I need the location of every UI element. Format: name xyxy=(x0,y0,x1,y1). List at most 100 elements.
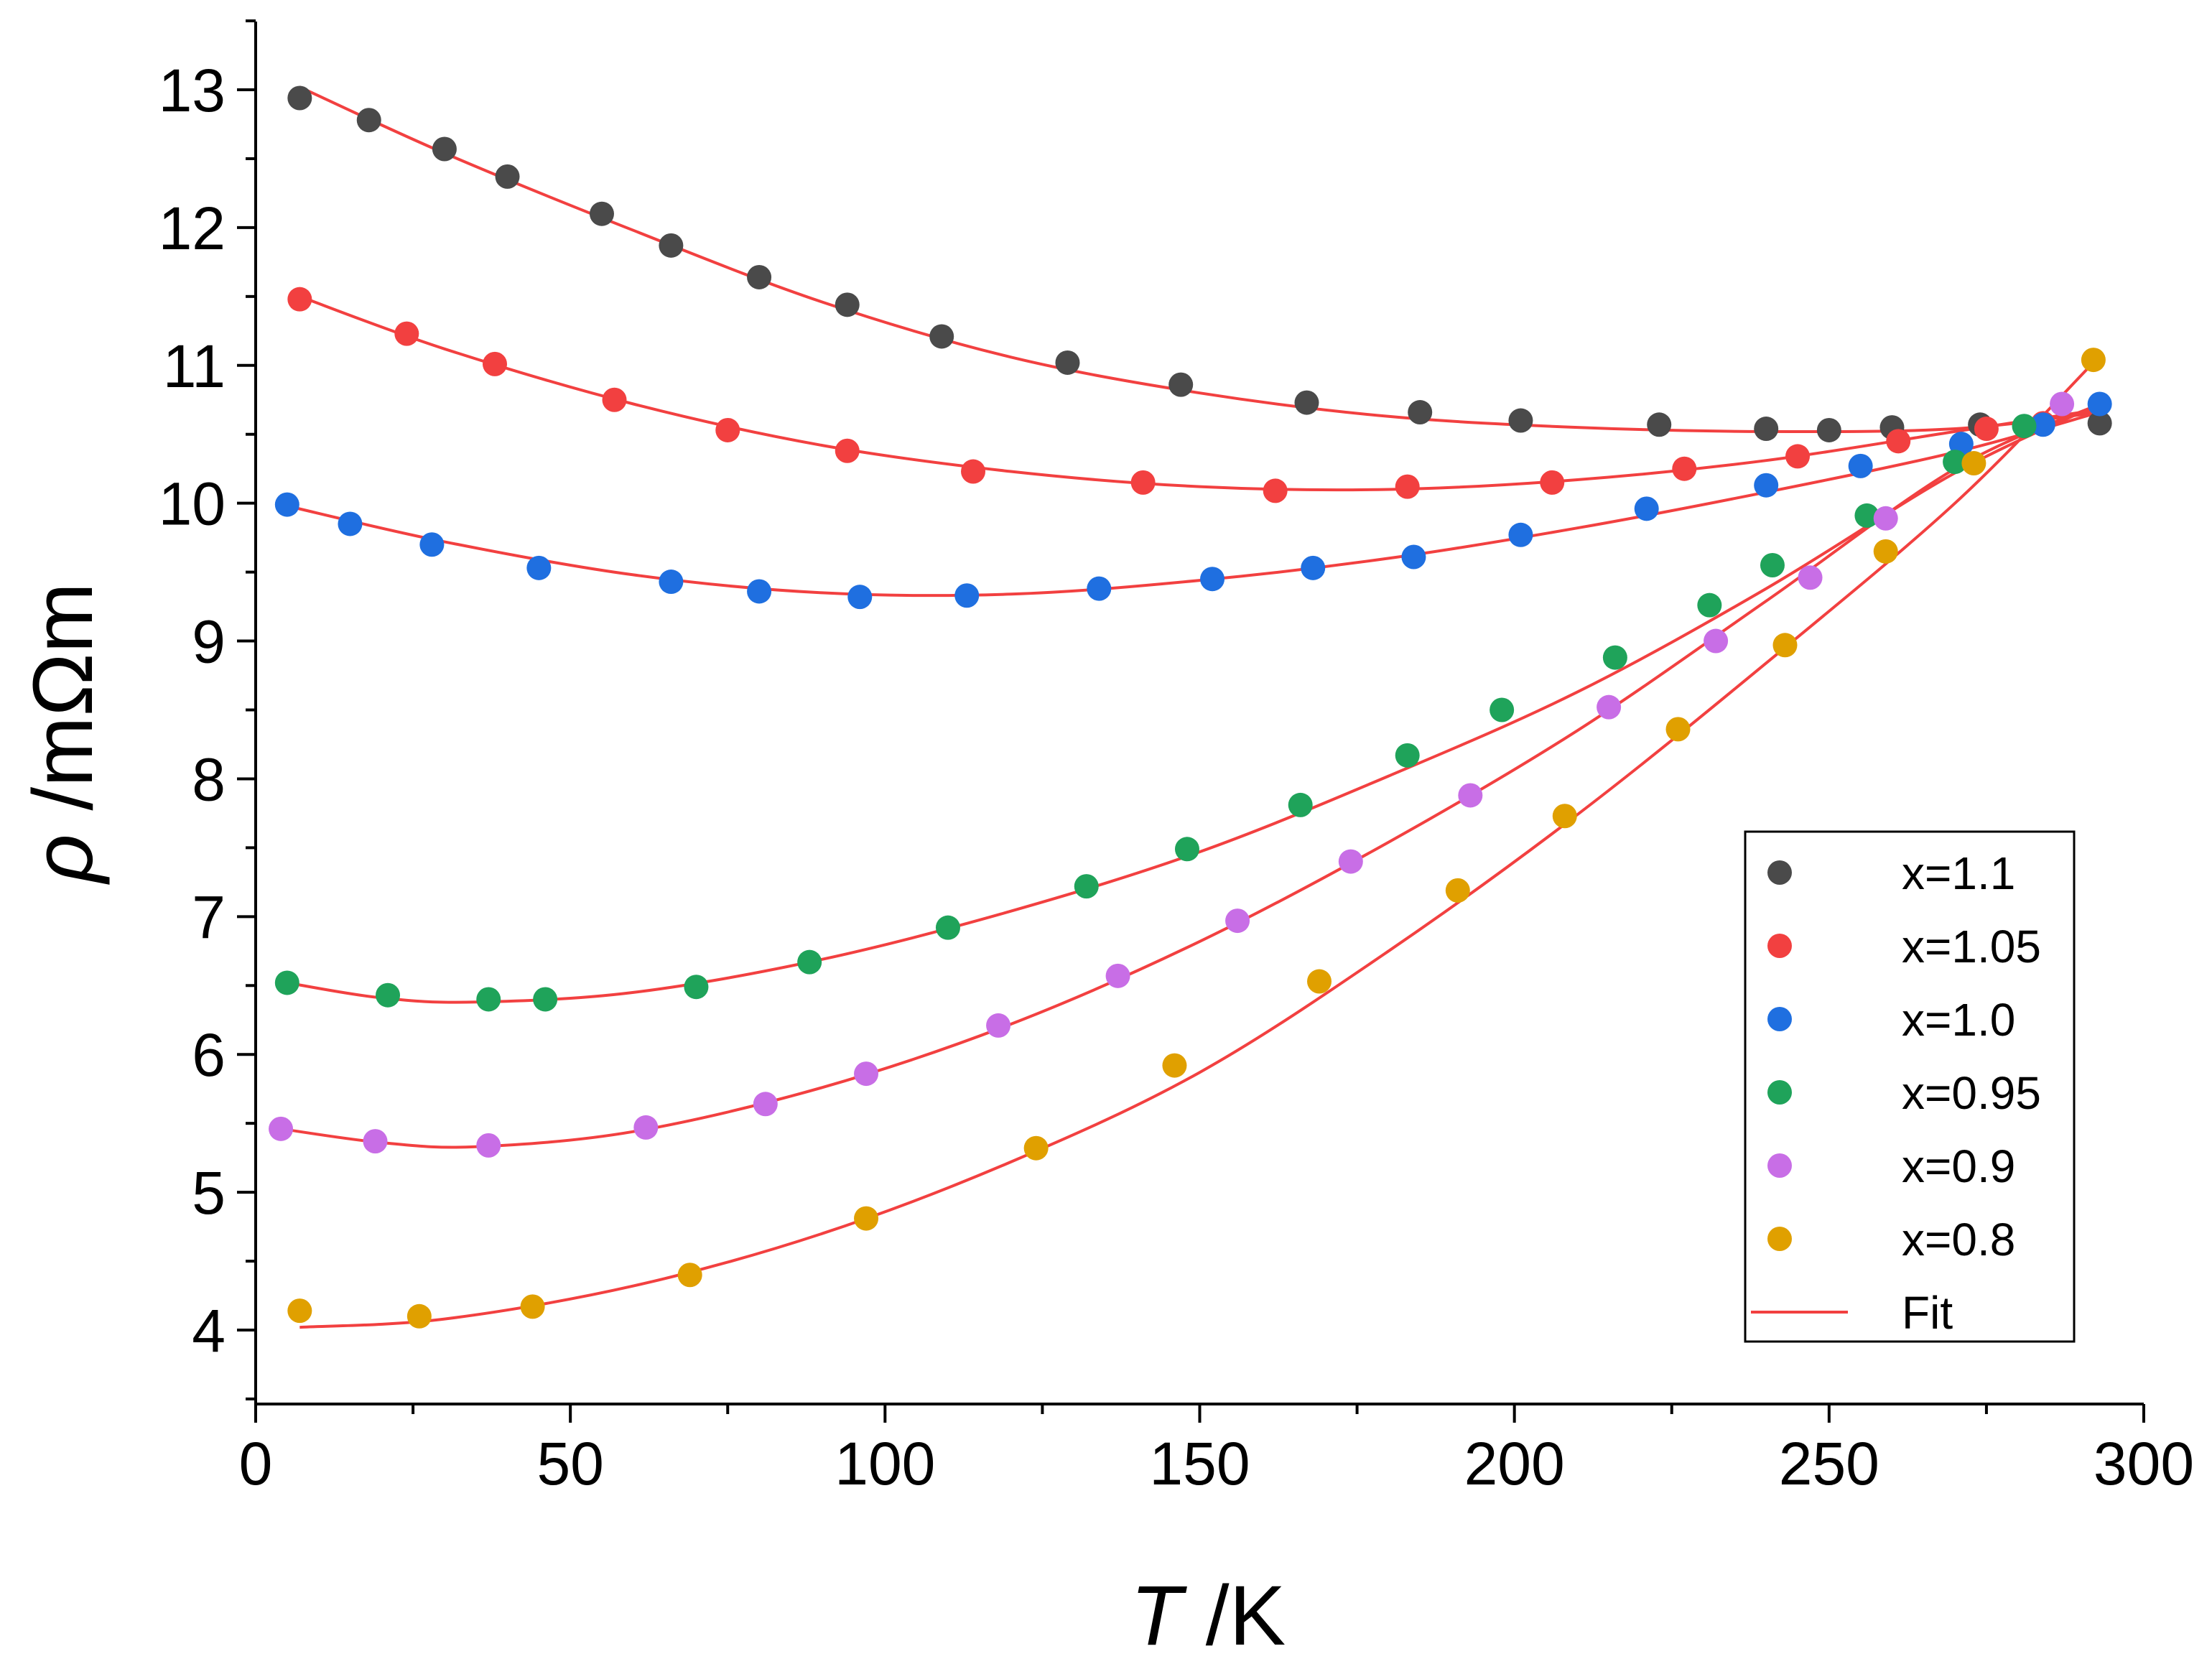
data-point xyxy=(659,570,684,595)
data-point xyxy=(1294,390,1319,415)
data-point xyxy=(2012,414,2037,439)
data-point xyxy=(1288,792,1313,817)
data-point xyxy=(1540,470,1565,495)
x-tick-label: 250 xyxy=(1779,1430,1879,1497)
data-point xyxy=(1974,417,1999,442)
data-point xyxy=(1754,473,1779,498)
data-point xyxy=(495,164,520,189)
legend-label: x=0.8 xyxy=(1902,1214,2015,1265)
data-point xyxy=(753,1092,778,1117)
data-point xyxy=(1508,408,1533,433)
data-point xyxy=(1961,451,1986,476)
x-tick-label: 200 xyxy=(1464,1430,1565,1497)
legend-items: x=1.1 x=1.05 x=1.0 x=0.95 x=0.9 x=0.8 Fit xyxy=(1751,847,2041,1339)
legend-label: x=0.9 xyxy=(1902,1140,2015,1192)
data-point xyxy=(1445,878,1470,903)
data-point xyxy=(483,351,508,376)
x-tick-label: 50 xyxy=(536,1430,603,1497)
x-axis-title: T /K xyxy=(1130,1568,1286,1663)
fit-curve xyxy=(287,402,2101,1004)
data-point xyxy=(1873,506,1898,531)
data-point xyxy=(1943,450,1968,475)
data-point xyxy=(854,1061,879,1087)
data-point xyxy=(929,324,954,349)
y-tick-label: 6 xyxy=(192,1021,226,1089)
data-point xyxy=(1401,544,1426,570)
data-point xyxy=(797,949,822,975)
data-point xyxy=(1168,372,1194,397)
data-point xyxy=(986,1013,1011,1038)
data-point xyxy=(419,532,445,557)
fit-curve xyxy=(299,85,2100,434)
series-x=0.9 xyxy=(269,391,2075,1158)
x-tick-label: 150 xyxy=(1149,1430,1250,1497)
data-point xyxy=(1338,849,1363,874)
data-point xyxy=(1408,400,1433,425)
series-x=0.95 xyxy=(274,414,2037,1012)
data-point xyxy=(1162,1053,1187,1078)
data-point xyxy=(602,387,627,412)
data-point xyxy=(1886,429,1911,454)
data-point xyxy=(1816,417,1841,442)
series-x=0.8 xyxy=(287,348,2106,1329)
legend-box xyxy=(1744,830,2076,1343)
data-point xyxy=(1602,645,1627,670)
data-point xyxy=(1634,496,1659,521)
data-point xyxy=(633,1115,659,1140)
x-tick-label: 0 xyxy=(239,1430,273,1497)
legend-marker xyxy=(1767,1153,1792,1178)
x-axis-symbol: T xyxy=(1130,1568,1188,1663)
series-x=1.0 xyxy=(274,391,2112,610)
data-point xyxy=(520,1294,545,1319)
data-point xyxy=(1105,963,1130,988)
fit-curve xyxy=(287,411,2101,598)
data-point xyxy=(1263,478,1288,503)
data-point xyxy=(1395,474,1420,499)
data-point xyxy=(1672,456,1697,481)
legend-label: x=1.1 xyxy=(1902,847,2015,899)
data-point xyxy=(589,201,614,226)
y-axis-symbol: ρ xyxy=(16,834,111,885)
legend: x=1.1 x=1.05 x=1.0 x=0.95 x=0.9 x=0.8 Fit xyxy=(1744,830,2076,1343)
data-point xyxy=(269,1116,294,1141)
data-point xyxy=(1087,576,1112,601)
data-point xyxy=(338,511,363,536)
data-point xyxy=(1174,837,1199,862)
data-point xyxy=(476,1133,501,1158)
fit-curves xyxy=(280,85,2101,1329)
x-tick-label: 100 xyxy=(835,1430,935,1497)
data-point xyxy=(287,85,312,111)
legend-label: x=0.95 xyxy=(1902,1067,2041,1119)
data-point xyxy=(1754,417,1779,442)
data-point xyxy=(715,417,740,442)
data-point xyxy=(1301,555,1326,580)
fit-curve xyxy=(299,294,2101,492)
legend-label: x=1.05 xyxy=(1902,921,2041,972)
data-point xyxy=(1074,874,1099,899)
data-point xyxy=(1200,567,1225,592)
data-point xyxy=(406,1303,432,1329)
data-point xyxy=(1597,694,1622,720)
series-x=1.05 xyxy=(287,287,2055,503)
data-point xyxy=(356,108,381,133)
data-point xyxy=(961,459,986,484)
data-point xyxy=(747,264,772,289)
data-point xyxy=(432,136,457,162)
y-tick-label: 8 xyxy=(192,745,226,813)
y-tick-label: 13 xyxy=(159,57,226,124)
data-point xyxy=(1798,565,1823,590)
data-point xyxy=(2087,391,2112,417)
legend-marker xyxy=(1767,934,1792,958)
data-point xyxy=(476,987,501,1012)
data-point xyxy=(1704,628,1729,654)
y-tick-label: 7 xyxy=(192,883,226,951)
data-point xyxy=(1873,539,1898,564)
data-point xyxy=(835,292,860,317)
fit-curve xyxy=(280,402,2101,1149)
data-point xyxy=(1772,633,1798,658)
data-point xyxy=(659,233,684,258)
data-point xyxy=(854,1206,879,1231)
data-point xyxy=(1665,717,1691,742)
data-point xyxy=(394,321,419,346)
data-point xyxy=(954,583,980,608)
